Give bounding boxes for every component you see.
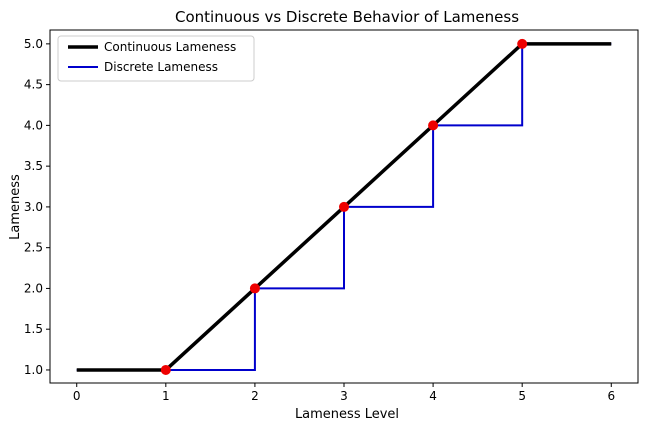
legend: Continuous Lameness Discrete Lameness [57, 35, 255, 82]
y-tick-label: 4.0 [24, 118, 43, 132]
x-tick-label: 2 [251, 389, 259, 403]
data-point-marker [428, 120, 439, 131]
axis-ticks: 0 1 2 3 4 5 6 1.0 1.5 2.0 2.5 3.0 3.5 4.0 4.5 5.0 [24, 37, 615, 403]
y-tick-label: 1.5 [24, 322, 43, 336]
plot-frame [49, 29, 639, 384]
y-tick-label: 2.5 [24, 241, 43, 255]
data-point-marker [249, 283, 260, 294]
x-tick-label: 1 [162, 389, 170, 403]
marker-points [160, 38, 528, 375]
x-tick-label: 4 [429, 389, 437, 403]
data-point-marker [517, 38, 528, 49]
series-line-discrete [76, 42, 612, 371]
legend-label-continuous: Continuous Lameness [104, 40, 236, 54]
data-point-marker [160, 364, 171, 375]
y-tick-label: 1.0 [24, 363, 43, 377]
x-tick-label: 5 [518, 389, 526, 403]
x-tick-label: 0 [73, 389, 81, 403]
y-axis-label: Lameness [8, 174, 23, 240]
y-tick-label: 3.0 [24, 200, 43, 214]
y-tick-label: 2.0 [24, 281, 43, 295]
y-tick-label: 5.0 [24, 37, 43, 51]
x-axis-label: Lameness Level [295, 407, 399, 422]
y-tick-label: 4.5 [24, 78, 43, 92]
x-tick-label: 6 [607, 389, 615, 403]
y-tick-label: 3.5 [24, 159, 43, 173]
legend-box [57, 35, 255, 82]
data-point-marker [339, 201, 349, 212]
legend-label-discrete: Discrete Lameness [104, 60, 218, 74]
x-tick-label: 3 [340, 389, 348, 403]
chart-title: Continuous vs Discrete Behavior of Lamen… [175, 8, 519, 26]
